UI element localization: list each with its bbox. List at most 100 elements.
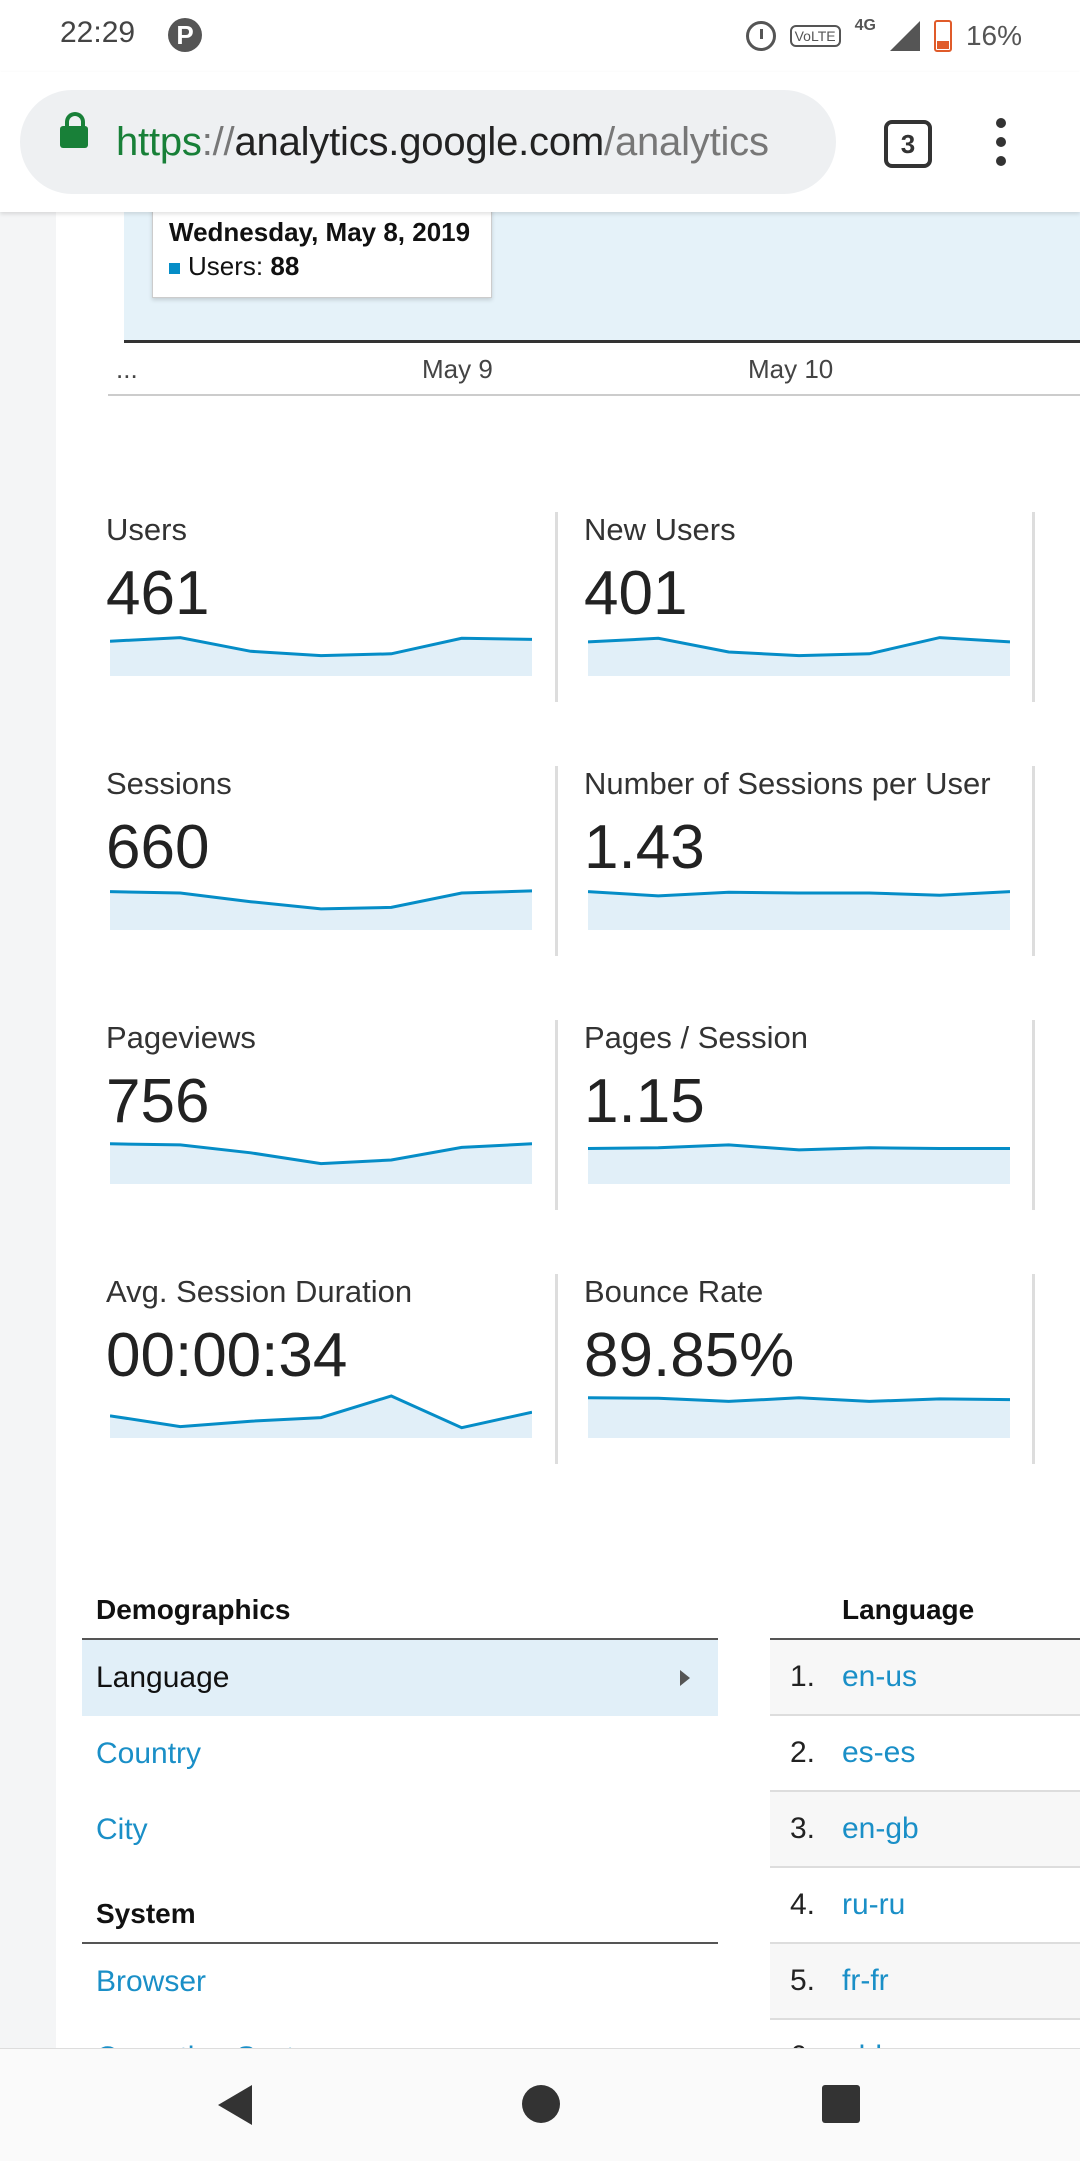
section-divider	[82, 1942, 718, 1944]
row-rank: 2.	[790, 1736, 816, 1769]
row-language-link[interactable]: en-us	[842, 1660, 918, 1693]
metric-sparkline	[588, 1396, 1010, 1438]
clock: 22:29	[60, 16, 136, 49]
x-tick-label: ...	[116, 354, 138, 384]
metric-avg-session-duration[interactable]: Avg. Session Duration 00:00:34	[106, 1274, 532, 1464]
chart-divider	[108, 394, 1080, 396]
series-swatch	[169, 262, 180, 274]
sparkline-area	[588, 1397, 1010, 1438]
left-gutter	[0, 212, 56, 2048]
sparkline-area	[110, 890, 532, 930]
browser-toolbar: https://analytics.google.com/analytics 3	[0, 72, 1080, 212]
metric-label: Bounce Rate	[584, 1274, 764, 1309]
tooltip-series-label: Users:	[188, 251, 264, 281]
row-rank: 3.	[790, 1812, 816, 1845]
x-tick-label: May 10	[748, 354, 834, 384]
address-bar[interactable]: https://analytics.google.com/analytics	[20, 90, 836, 194]
tooltip-value: 88	[270, 251, 300, 281]
metric-sparkline	[110, 1394, 532, 1438]
sparkline-area	[588, 1144, 1010, 1184]
metric-value: 401	[584, 559, 688, 628]
table-row: 3. en-gb	[770, 1792, 1080, 1868]
lock-icon	[60, 112, 88, 148]
sparkline-area	[588, 891, 1010, 930]
language-table-heading: Language	[842, 1594, 975, 1625]
metric-value: 660	[106, 813, 210, 882]
tooltip-row: Users: 88	[169, 251, 299, 282]
table-row: 2. es-es	[770, 1716, 1080, 1792]
metric-divider	[555, 1274, 558, 1464]
metric-sparkline	[110, 636, 532, 676]
row-rank: 4.	[790, 1888, 816, 1921]
metric-divider	[555, 1020, 558, 1210]
url-text[interactable]: https://analytics.google.com/analytics	[116, 120, 769, 165]
chart-tooltip: Wednesday, May 8, 2019 Users: 88	[152, 204, 492, 298]
nav-item-country[interactable]: Country	[96, 1737, 202, 1770]
tab-switcher-button[interactable]: 3	[884, 120, 932, 168]
battery-icon	[933, 20, 952, 52]
system-heading: System	[96, 1898, 196, 1929]
metric-sparkline	[588, 636, 1010, 676]
metric-label: Number of Sessions per User	[584, 766, 991, 801]
row-rank: 5.	[790, 1964, 816, 1997]
nav-item-language[interactable]: Language	[82, 1640, 718, 1716]
metric-divider	[1032, 1274, 1035, 1464]
metric-value: 1.15	[584, 1067, 705, 1136]
metric-divider	[555, 766, 558, 956]
section-divider	[82, 1638, 718, 1640]
sparkline-line	[588, 1143, 1010, 1152]
metric-sessions[interactable]: Sessions 660	[106, 766, 532, 956]
metric-sessions-per-user[interactable]: Number of Sessions per User 1.43	[584, 766, 1010, 956]
sparkline-line	[588, 1396, 1010, 1403]
volte-icon: VoLTE	[789, 25, 841, 47]
caret-right-icon	[680, 1670, 690, 1686]
metric-users[interactable]: Users 461	[106, 512, 532, 702]
metric-sparkline	[588, 1143, 1010, 1184]
status-icons: VoLTE 4G 16%	[745, 14, 1022, 58]
metric-new-users[interactable]: New Users 401	[584, 512, 1010, 702]
recent-apps-icon[interactable]	[822, 2085, 860, 2123]
metric-value: 461	[106, 559, 210, 628]
table-row: 4. ru-ru	[770, 1868, 1080, 1944]
sparkline-line	[110, 1394, 532, 1430]
metric-divider	[1032, 766, 1035, 956]
back-icon[interactable]	[218, 2085, 252, 2125]
row-language-link[interactable]: fr-fr	[842, 1964, 889, 1997]
metric-label: Pages / Session	[584, 1020, 809, 1055]
alarm-icon	[745, 21, 776, 51]
metric-sparkline	[110, 889, 532, 930]
nav-item-label: Language	[96, 1661, 230, 1694]
metric-divider	[1032, 1020, 1035, 1210]
url-host: analytics.google.com	[234, 120, 605, 164]
metric-label: Pageviews	[106, 1020, 256, 1055]
nav-item-browser[interactable]: Browser	[96, 1965, 207, 1998]
row-language-link[interactable]: en-gb	[842, 1812, 919, 1845]
sparkline-line	[110, 889, 532, 911]
metric-divider	[1032, 512, 1035, 702]
sparkline-line	[110, 636, 532, 658]
section-divider	[770, 1638, 1080, 1640]
metric-bounce-rate[interactable]: Bounce Rate 89.85%	[584, 1274, 1010, 1464]
sparkline-line	[110, 1142, 532, 1166]
chart-x-axis	[124, 340, 1080, 343]
metric-pageviews[interactable]: Pageviews 756	[106, 1020, 532, 1210]
battery-percent: 16%	[965, 20, 1022, 51]
sparkline-area	[110, 1396, 532, 1438]
metric-pages-per-session[interactable]: Pages / Session 1.15	[584, 1020, 1010, 1210]
metric-sparkline	[588, 890, 1010, 930]
network-type-label: 4G	[854, 17, 876, 34]
x-tick-label: May 9	[422, 354, 493, 384]
metric-label: New Users	[584, 512, 736, 547]
status-bar: 22:29 P VoLTE 4G 16%	[0, 0, 1080, 72]
row-language-link[interactable]: es-es	[842, 1736, 916, 1769]
nav-item-city[interactable]: City	[96, 1813, 148, 1846]
row-language-link[interactable]: ru-ru	[842, 1888, 906, 1921]
more-menu-icon[interactable]	[996, 118, 1008, 166]
url-separator: ://	[201, 120, 235, 164]
home-icon[interactable]	[522, 2085, 560, 2123]
demographics-heading: Demographics	[96, 1594, 291, 1625]
table-row: 1. en-us	[770, 1640, 1080, 1716]
row-rank: 1.	[790, 1660, 816, 1693]
table-row: 5. fr-fr	[770, 1944, 1080, 2020]
metric-value: 00:00:34	[106, 1321, 348, 1390]
